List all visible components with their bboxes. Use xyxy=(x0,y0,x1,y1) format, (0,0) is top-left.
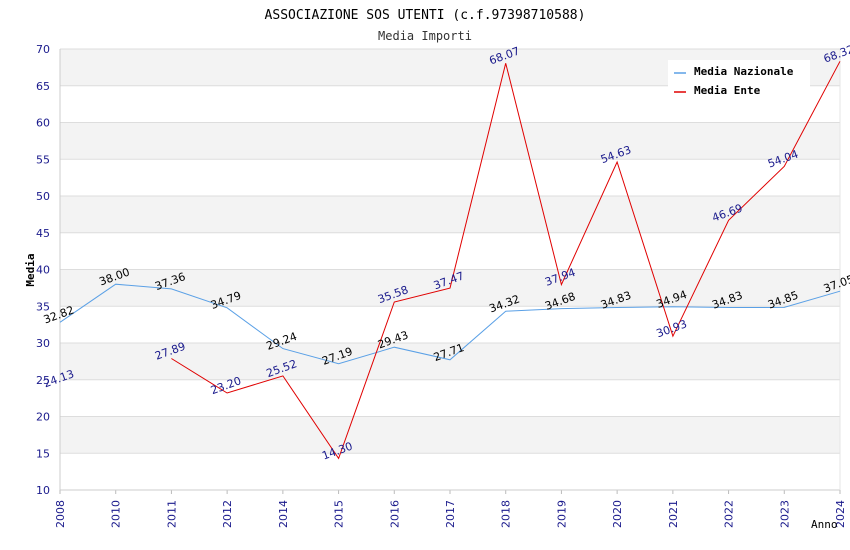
y-axis-ticks: 10 15 20 25 30 35 40 45 50 55 60 65 70 xyxy=(36,43,50,497)
y-tick-label: 15 xyxy=(36,447,50,460)
series-lines xyxy=(59,61,841,460)
x-tick-label: 2019 xyxy=(555,500,568,528)
series-line-media-ente xyxy=(171,61,841,460)
x-tick-label: 2014 xyxy=(277,500,290,528)
y-tick-label: 45 xyxy=(36,227,50,240)
x-tick-label: 2024 xyxy=(834,500,847,528)
chart-subtitle: Media Importi xyxy=(378,29,472,43)
y-tick-label: 65 xyxy=(36,80,50,93)
x-tick-label: 2020 xyxy=(611,500,624,528)
data-label-media-ente: 30.93 xyxy=(655,317,689,340)
x-tick-label: 2016 xyxy=(388,500,401,528)
x-tick-label: 2023 xyxy=(778,500,791,528)
x-tick-label: 2021 xyxy=(667,500,680,528)
x-tick-label: 2018 xyxy=(500,500,513,528)
y-tick-label: 10 xyxy=(36,484,50,497)
legend: Media Nazionale Media Ente xyxy=(668,60,810,102)
x-axis-ticks: 2008 2010 2011 2012 2014 2015 2016 2017 2018 2019… xyxy=(54,500,847,528)
grid-band xyxy=(60,416,840,454)
series-line-media-nazionale xyxy=(59,283,841,365)
chart-title: ASSOCIAZIONE SOS UTENTI (c.f.97398710588… xyxy=(265,8,586,23)
data-label-media-ente: 24.13 xyxy=(42,367,76,390)
y-tick-label: 70 xyxy=(36,43,50,56)
y-tick-label: 25 xyxy=(36,374,50,387)
x-tick-label: 2012 xyxy=(221,500,234,528)
x-axis-label: Anno xyxy=(811,518,838,531)
y-tick-label: 30 xyxy=(36,337,50,350)
x-tick-label: 2022 xyxy=(723,500,736,528)
x-tick-label: 2010 xyxy=(110,500,123,528)
y-tick-label: 55 xyxy=(36,153,50,166)
x-tick-label: 2011 xyxy=(165,500,178,528)
x-tick-label: 2017 xyxy=(444,500,457,528)
axes xyxy=(59,49,841,491)
x-tick-label: 2015 xyxy=(333,500,346,528)
y-tick-label: 20 xyxy=(36,411,50,424)
legend-box xyxy=(668,60,810,102)
y-axis-label: Media xyxy=(24,253,37,286)
y-tick-label: 60 xyxy=(36,117,50,130)
y-tick-label: 35 xyxy=(36,300,50,313)
grid-band xyxy=(60,122,840,160)
y-tick-label: 40 xyxy=(36,264,50,277)
y-tick-label: 50 xyxy=(36,190,50,203)
x-tick-label: 2008 xyxy=(54,500,67,528)
legend-label-media-nazionale: Media Nazionale xyxy=(694,65,794,78)
legend-label-media-ente: Media Ente xyxy=(694,84,761,97)
plot-background-bands xyxy=(60,49,840,454)
grid-band xyxy=(60,196,840,233)
grid-band xyxy=(60,343,840,380)
